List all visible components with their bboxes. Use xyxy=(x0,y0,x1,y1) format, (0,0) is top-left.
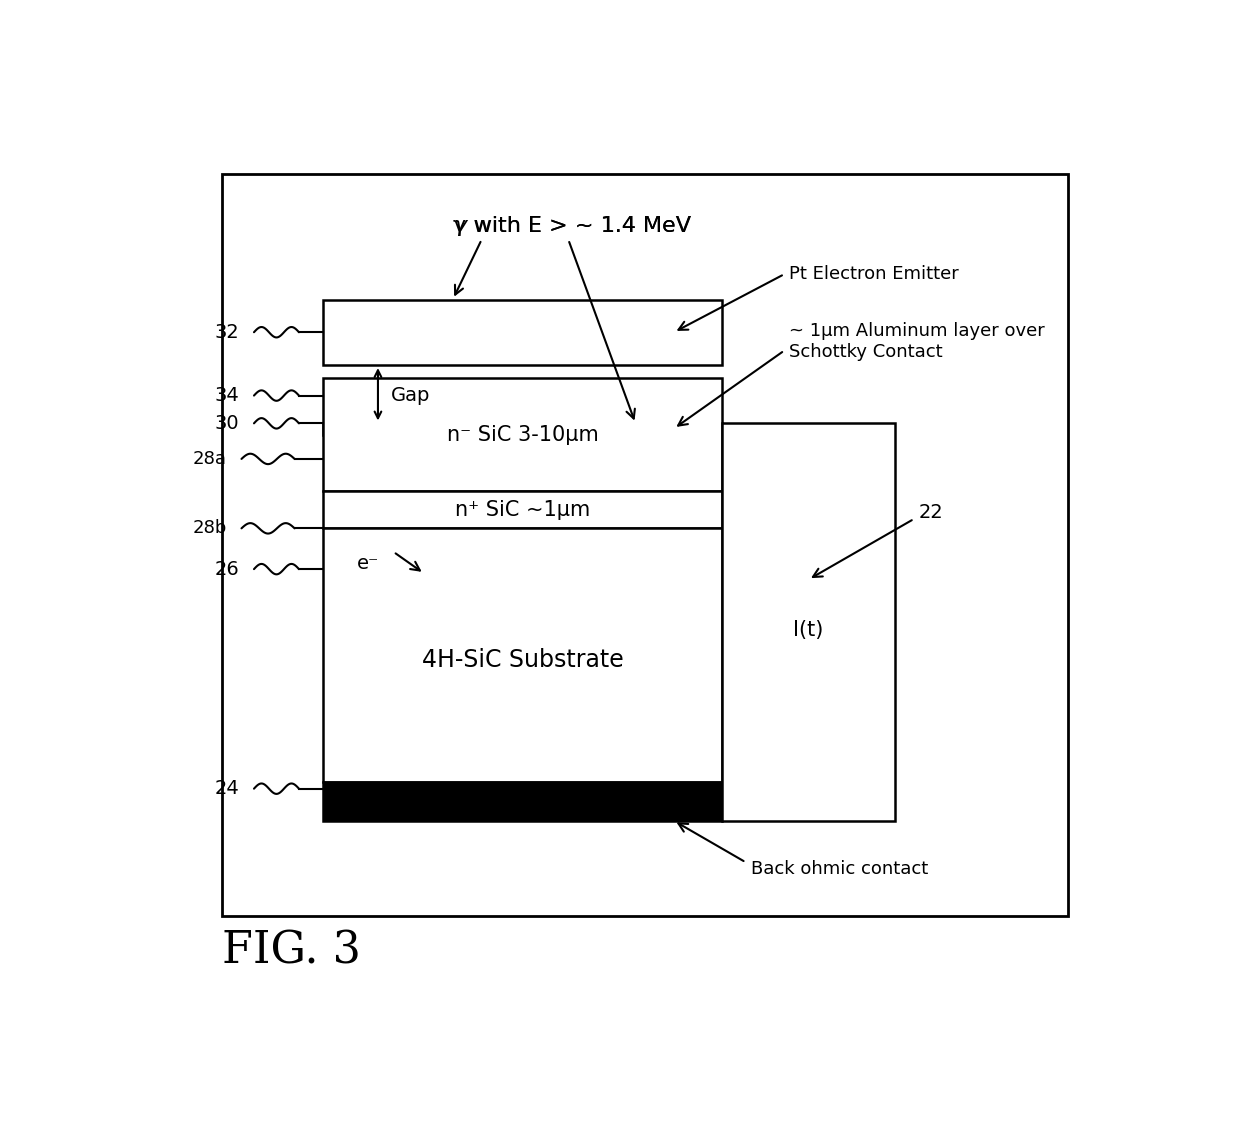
Text: 32: 32 xyxy=(215,322,239,341)
Text: 28b: 28b xyxy=(192,520,227,538)
Text: 34: 34 xyxy=(215,387,239,405)
Text: 30: 30 xyxy=(215,414,239,433)
Text: 28a: 28a xyxy=(193,450,227,468)
Text: e⁻: e⁻ xyxy=(357,553,379,573)
Text: Gap: Gap xyxy=(391,387,430,405)
Text: γ with E > ~ 1.4 MeV: γ with E > ~ 1.4 MeV xyxy=(453,216,691,237)
Text: 22: 22 xyxy=(919,504,944,522)
Text: 26: 26 xyxy=(215,560,239,578)
Text: FIG. 3: FIG. 3 xyxy=(222,930,361,973)
Text: I(t): I(t) xyxy=(794,620,823,640)
Bar xyxy=(324,782,722,820)
Bar xyxy=(324,491,722,529)
Text: 4H-SiC Substrate: 4H-SiC Substrate xyxy=(422,648,624,672)
Text: ~ 1μm Aluminum layer over
Schottky Contact: ~ 1μm Aluminum layer over Schottky Conta… xyxy=(789,322,1045,361)
Text: n⁺ SiC ~1μm: n⁺ SiC ~1μm xyxy=(455,500,590,521)
Bar xyxy=(324,379,722,491)
Text: $\gamma$ with E > ~ 1.4 MeV: $\gamma$ with E > ~ 1.4 MeV xyxy=(453,214,692,238)
Bar xyxy=(324,300,722,365)
Text: n⁻ SiC 3-10μm: n⁻ SiC 3-10μm xyxy=(448,425,599,445)
Bar xyxy=(324,529,722,782)
Text: Pt Electron Emitter: Pt Electron Emitter xyxy=(789,265,959,283)
Text: 24: 24 xyxy=(215,779,239,798)
Bar xyxy=(222,175,1068,916)
Bar xyxy=(324,424,722,435)
Text: Back ohmic contact: Back ohmic contact xyxy=(751,860,928,878)
Bar xyxy=(722,424,895,820)
